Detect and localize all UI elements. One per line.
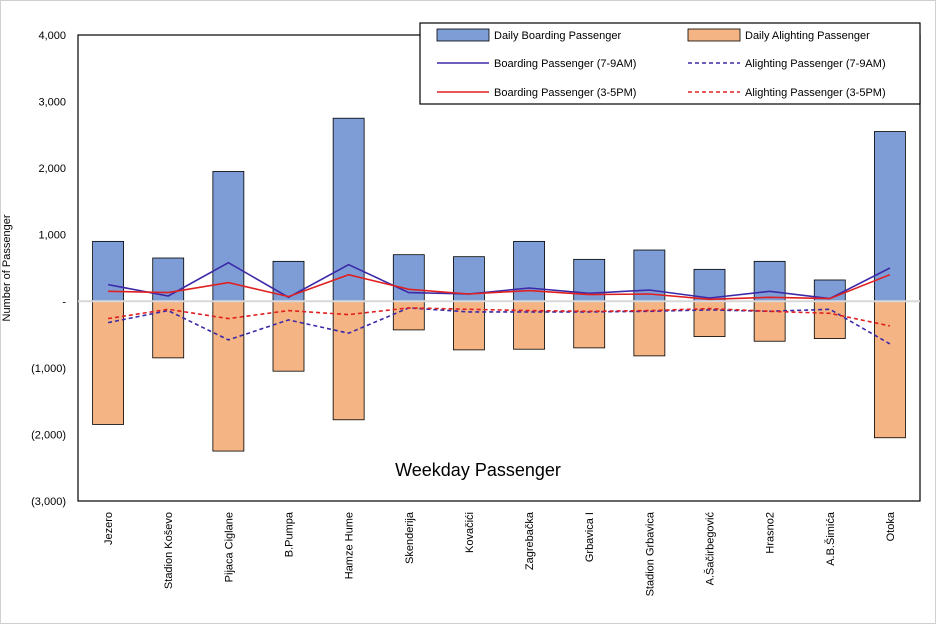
boarding-passenger-3-5pm-line <box>108 273 891 301</box>
boarding-bar <box>152 257 185 302</box>
x-tick-label: Jezero <box>103 512 115 545</box>
y-tick-label: 2,000 <box>38 163 66 175</box>
y-tick-label: (2,000) <box>31 429 66 441</box>
x-tick-label: Pijaca Ciglane <box>223 512 235 582</box>
alighting-passenger-7-9am-line <box>107 307 891 345</box>
x-tick-label: A.Šačirbegović <box>704 512 717 586</box>
legend-label: Boarding Passenger (7-9AM) <box>494 58 636 70</box>
line-series-group <box>107 261 891 345</box>
axis-ticks: (3,000) (2,000) (1,000) - 1,000 2,000 3,000 4,0… <box>31 30 897 596</box>
x-tick-label: Grbavica I <box>584 512 596 562</box>
boarding-bar <box>212 171 245 302</box>
x-tick-label: Hrasno2 <box>765 512 777 554</box>
x-tick-label: Hamze Hume <box>344 512 356 579</box>
boarding-bar <box>753 260 786 302</box>
boarding-passenger-7-9am-line <box>107 261 891 300</box>
alighting-bar <box>152 300 185 359</box>
x-tick-label: Skenderija <box>404 511 416 564</box>
legend-label: Alighting Passenger (7-9AM) <box>745 58 886 70</box>
plot-frame <box>77 34 921 502</box>
alighting-bar <box>392 300 425 331</box>
legend-label: Boarding Passenger (3-5PM) <box>494 87 636 99</box>
boarding-bar <box>874 131 906 302</box>
alighting-passenger-3-5pm-line <box>107 307 891 327</box>
legend: Daily Boarding Passenger Daily Alighting … <box>419 22 921 105</box>
x-tick-label: Stadion Koševo <box>163 512 175 589</box>
y-tick-label: 4,000 <box>38 30 66 42</box>
alighting-bar <box>813 300 846 339</box>
boarding-bar <box>513 240 545 302</box>
legend-label: Daily Alighting Passenger <box>745 30 870 42</box>
y-tick-label: 3,000 <box>38 97 66 109</box>
boarding-bar <box>392 254 425 302</box>
chart-title: Weekday Passenger <box>395 460 561 480</box>
legend-swatch <box>436 28 490 42</box>
x-tick-label: Otoka <box>885 511 897 541</box>
alighting-bar <box>633 300 666 357</box>
x-tick-label: Zagrebačka <box>524 511 536 570</box>
alighting-bar <box>212 300 245 452</box>
legend-box <box>419 22 921 105</box>
legend-swatch <box>687 28 741 42</box>
x-tick-label: Stadion Grbavica <box>644 511 656 596</box>
x-tick-label: A.B.Šimića <box>824 511 837 566</box>
y-axis-label: Number of Passenger <box>1 214 13 321</box>
y-tick-label: (3,000) <box>31 496 66 508</box>
alighting-bar <box>874 300 906 439</box>
boarding-bar <box>272 260 305 302</box>
y-tick-label: 1,000 <box>38 230 66 242</box>
x-tick-label: Kovačići <box>464 512 476 553</box>
x-tick-label: B.Pumpa <box>284 511 296 557</box>
alighting-bar <box>272 300 305 372</box>
boarding-bar <box>332 117 365 302</box>
alighting-bar <box>332 300 365 421</box>
y-tick-label: - <box>62 296 66 308</box>
legend-label: Daily Boarding Passenger <box>494 30 622 42</box>
alighting-bar <box>753 300 786 342</box>
alighting-bar <box>573 300 606 349</box>
plot-area <box>77 34 921 502</box>
alighting-bar <box>513 300 545 350</box>
alighting-bar <box>92 300 124 425</box>
alighting-bar <box>693 300 726 337</box>
y-tick-label: (1,000) <box>31 363 66 375</box>
legend-label: Alighting Passenger (3-5PM) <box>745 87 886 99</box>
